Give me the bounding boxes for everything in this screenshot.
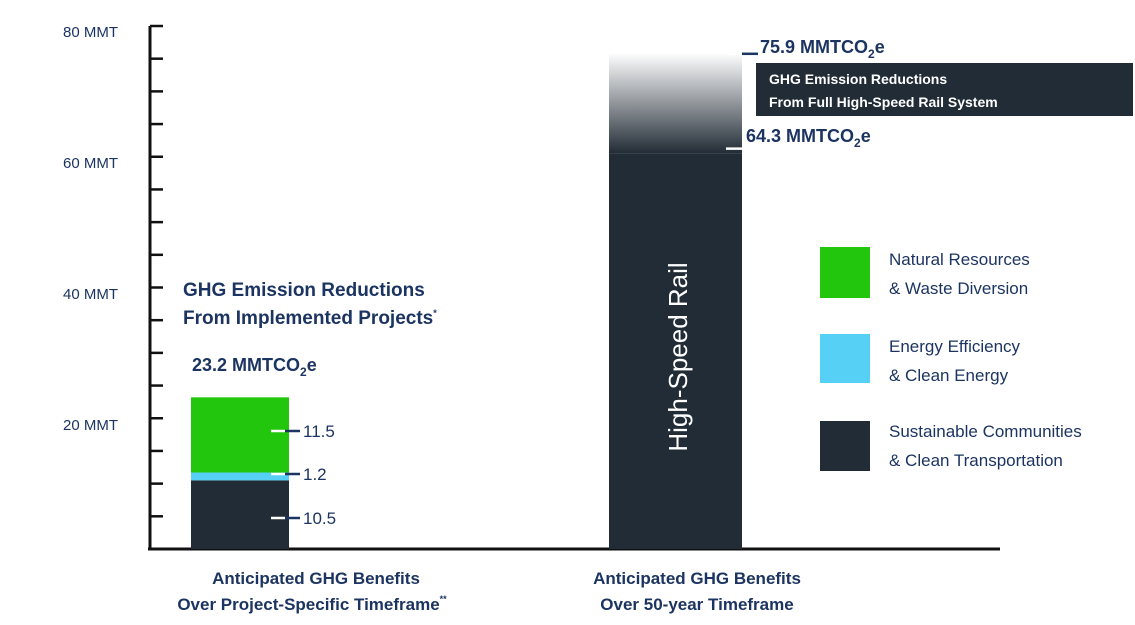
hsr-low-value-label: 64.3 MMTCO2e xyxy=(746,126,871,150)
legend-natural-resources-line1: Natural Resources xyxy=(889,250,1030,269)
hsr-low-sub: 2 xyxy=(854,136,861,150)
y-axis-ticks xyxy=(150,24,163,518)
hsr-high-value-label: 75.9 MMTCO2e xyxy=(760,37,885,61)
hsr-high-tail: e xyxy=(875,37,885,57)
hsr-high-num: 75.9 MMTCO xyxy=(760,37,868,57)
legend-sustainable-communities-line1: Sustainable Communities xyxy=(889,422,1082,441)
y-tick-label-40: 40 MMT xyxy=(63,286,118,303)
hsr-low-tail: e xyxy=(861,126,871,146)
high-speed-rail-bar xyxy=(609,153,742,550)
implemented-title-line2: From Implemented Projects* xyxy=(183,308,437,329)
category-label-1-line2: Over Project-Specific Timeframe** xyxy=(177,594,447,614)
legend-energy-efficiency-line2: & Clean Energy xyxy=(889,366,1009,385)
y-tick-label-80: 80 MMT xyxy=(63,24,118,41)
high-speed-rail-bar-label: High-Speed Rail xyxy=(663,262,693,451)
implemented-title-line2-text: From Implemented Projects xyxy=(183,308,433,329)
y-tick-label-20: 20 MMT xyxy=(63,417,118,434)
bar-segment-sustainable-communities xyxy=(191,480,289,549)
legend-energy-efficiency-line1: Energy Efficiency xyxy=(889,337,1021,356)
hsr-low-num: 64.3 MMTCO xyxy=(746,126,854,146)
implemented-total-sub: 2 xyxy=(300,365,307,379)
hsr-annotation-box xyxy=(756,63,1133,116)
legend-swatch-sustainable-communities xyxy=(820,421,870,471)
bar-segment-natural-resources xyxy=(191,397,289,473)
implemented-projects-bar xyxy=(191,397,289,549)
segment-label-sustainable-communities: 10.5 xyxy=(303,509,336,528)
segment-value-markers xyxy=(271,429,300,520)
category-label-2-line2: Over 50-year Timeframe xyxy=(600,595,793,614)
y-tick-label-60: 60 MMT xyxy=(63,155,118,172)
implemented-total-tail: e xyxy=(307,355,317,375)
implemented-total-label: 23.2 MMTCO2e xyxy=(192,355,317,379)
high-speed-rail-range-gradient xyxy=(609,52,742,154)
legend-swatch-energy-efficiency xyxy=(820,334,870,383)
implemented-title-line1: GHG Emission Reductions xyxy=(183,280,425,301)
hsr-high-sub: 2 xyxy=(868,47,875,61)
segment-label-energy-efficiency: 1.2 xyxy=(303,465,327,484)
implemented-total-num: 23.2 MMTCO xyxy=(192,355,300,375)
category-label-1-footnote: ** xyxy=(440,594,448,604)
bar-segment-energy-efficiency xyxy=(191,472,289,481)
implemented-footnote-marker: * xyxy=(433,308,437,318)
hsr-box-line2: From Full High-Speed Rail System xyxy=(769,94,998,110)
category-label-1-line1: Anticipated GHG Benefits xyxy=(212,569,420,588)
legend-natural-resources-line2: & Waste Diversion xyxy=(889,279,1028,298)
legend-swatch-natural-resources xyxy=(820,247,870,298)
hsr-box-line1: GHG Emission Reductions xyxy=(769,71,947,87)
category-label-1-line2-text: Over Project-Specific Timeframe xyxy=(177,595,439,614)
legend-sustainable-communities-line2: & Clean Transportation xyxy=(889,451,1063,470)
hsr-value-markers xyxy=(726,52,758,150)
category-label-2-line1: Anticipated GHG Benefits xyxy=(593,569,801,588)
segment-label-natural-resources: 11.5 xyxy=(303,422,335,441)
